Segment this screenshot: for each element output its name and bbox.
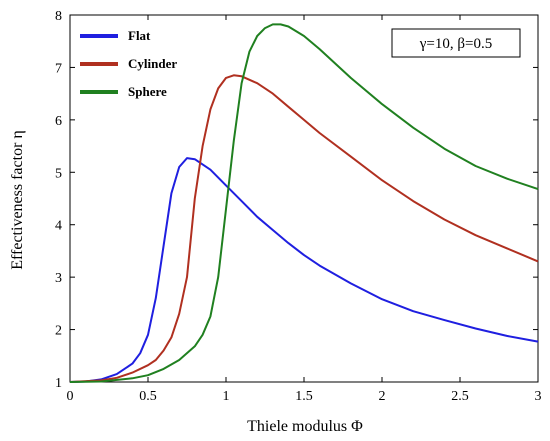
y-axis-label: Effectiveness factor η: [9, 130, 26, 270]
x-tick-label: 0: [67, 389, 74, 404]
series-line-cylinder: [69, 74, 539, 383]
x-tick-label: 2: [379, 389, 386, 404]
x-tick-label: 3: [535, 389, 542, 404]
y-tick-label: 4: [55, 219, 62, 234]
x-axis-label: Thiele modulus Φ: [247, 418, 363, 435]
y-tick-label: 6: [55, 114, 62, 129]
y-tick-label: 2: [55, 324, 62, 339]
y-tick-label: 5: [55, 166, 62, 181]
y-tick-label: 8: [55, 9, 62, 24]
x-tick-label: 1.5: [295, 389, 313, 404]
ticks: 0 0.5 1 1.5 2 2.5 3 1 2 3 4 5 6 7 8: [55, 9, 542, 404]
x-tick-label: 2.5: [451, 389, 469, 404]
legend-label-flat: Flat: [128, 28, 151, 43]
legend-label-sphere: Sphere: [128, 84, 167, 99]
x-tick-label: 0.5: [139, 389, 157, 404]
annotation-box: [391, 28, 521, 58]
legend: Flat Cylinder Sphere: [80, 28, 177, 99]
series-lines: [69, 23, 539, 383]
annotation-text: γ=10, β=0.5: [419, 36, 492, 52]
legend-label-cylinder: Cylinder: [128, 56, 177, 71]
y-tick-label: 7: [55, 61, 62, 76]
y-tick-label: 3: [55, 271, 62, 286]
series-line-sphere: [69, 23, 539, 383]
y-tick-label: 1: [55, 376, 62, 391]
x-tick-label: 1: [223, 389, 230, 404]
series-line-flat: [69, 157, 539, 383]
